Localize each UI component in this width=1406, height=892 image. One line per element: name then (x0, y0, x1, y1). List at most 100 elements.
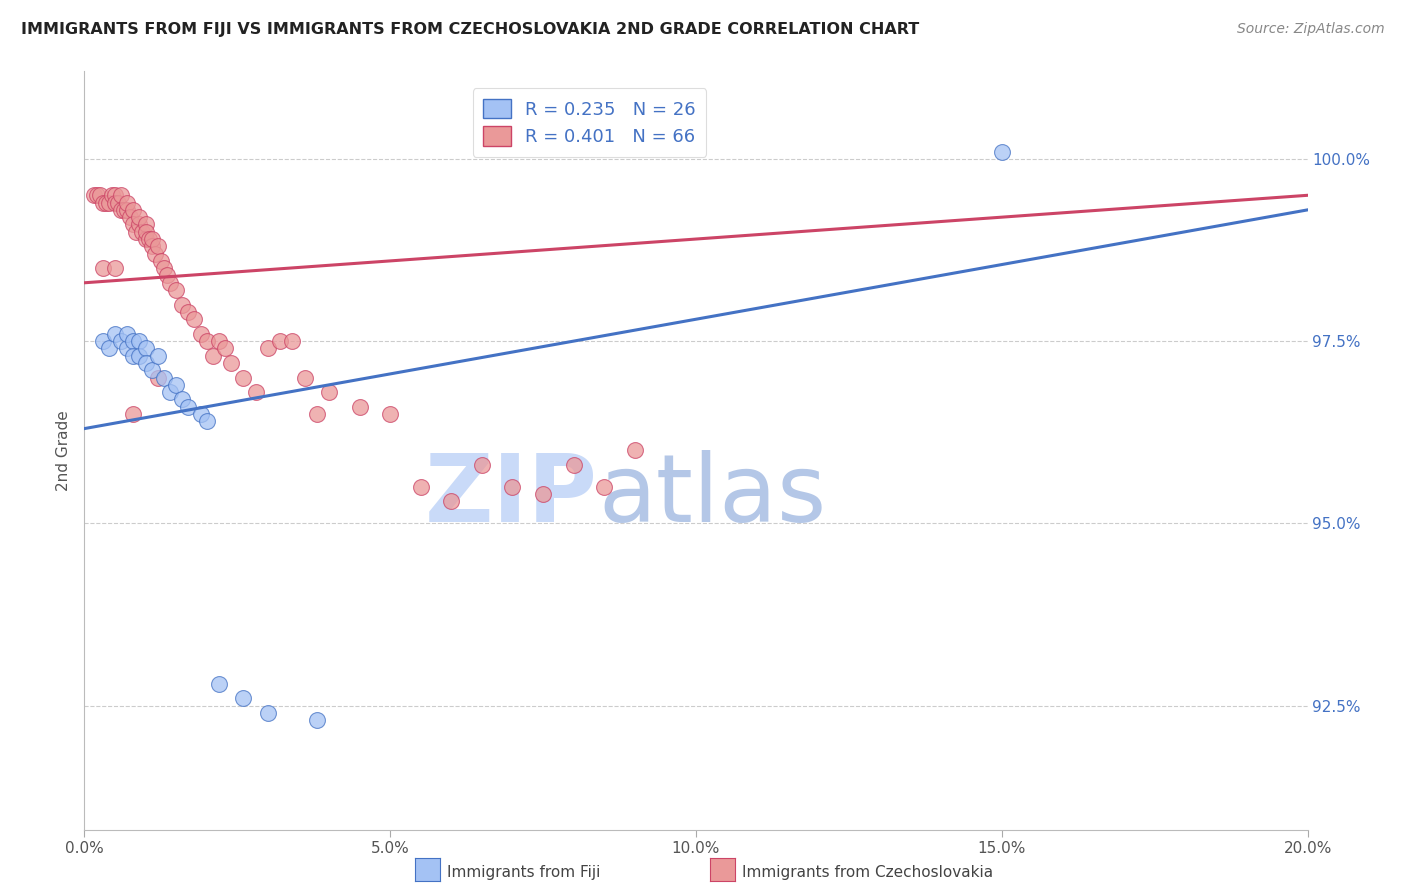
Point (208, 677, 231, 691)
Point (257, 706, 280, 720)
Point (195, 334, 218, 348)
Point (232, 370, 254, 384)
Point (141, 239, 163, 253)
Point (165, 377, 187, 392)
Point (177, 305, 200, 319)
Point (159, 385, 181, 400)
Point (201, 349, 224, 363)
Y-axis label: 2nd Grade: 2nd Grade (56, 410, 72, 491)
Text: Immigrants from Fiji: Immigrants from Fiji (447, 865, 600, 880)
Point (101, 188, 124, 202)
Point (146, 349, 169, 363)
Point (104, 195, 127, 210)
Point (380, 407, 402, 421)
Point (107, 195, 129, 210)
Point (146, 370, 169, 384)
Point (141, 363, 163, 377)
Point (110, 202, 132, 217)
Point (153, 370, 176, 384)
Point (440, 494, 463, 508)
Point (97, 342, 120, 356)
Point (115, 342, 138, 356)
Point (112, 202, 135, 217)
Point (135, 218, 157, 232)
Point (208, 334, 231, 348)
Point (531, 487, 554, 501)
Point (104, 326, 127, 341)
Point (195, 414, 218, 428)
Point (562, 458, 585, 472)
Point (135, 342, 157, 356)
Point (110, 334, 132, 348)
Point (141, 232, 163, 246)
Point (232, 691, 254, 706)
Point (135, 225, 157, 239)
Point (156, 268, 179, 283)
Point (349, 400, 371, 414)
Point (128, 210, 150, 224)
Point (115, 326, 138, 341)
Point (104, 261, 127, 276)
Point (269, 334, 291, 348)
Point (143, 246, 166, 260)
Point (153, 261, 176, 276)
Text: atlas: atlas (598, 450, 827, 542)
Point (131, 225, 153, 239)
Point (122, 349, 145, 363)
Point (91, 261, 114, 276)
Text: IMMIGRANTS FROM FIJI VS IMMIGRANTS FROM CZECHOSLOVAKIA 2ND GRADE CORRELATION CHA: IMMIGRANTS FROM FIJI VS IMMIGRANTS FROM … (21, 22, 920, 37)
Point (91, 334, 114, 348)
Point (122, 218, 145, 232)
Point (135, 356, 157, 370)
Point (146, 239, 169, 253)
Point (128, 334, 150, 348)
Point (214, 342, 236, 356)
Point (135, 232, 157, 246)
Point (471, 458, 494, 472)
Text: ZIP: ZIP (425, 450, 598, 542)
Point (991, 145, 1014, 159)
Point (245, 385, 267, 400)
Text: Immigrants from Czechoslovakia: Immigrants from Czechoslovakia (742, 865, 994, 880)
Point (172, 392, 194, 407)
Point (110, 188, 132, 202)
Point (122, 334, 145, 348)
Point (128, 349, 150, 363)
Point (104, 188, 127, 202)
Point (122, 202, 145, 217)
Point (125, 225, 148, 239)
Point (120, 210, 142, 224)
Point (128, 218, 150, 232)
Point (172, 298, 194, 312)
Point (115, 202, 138, 217)
Point (149, 254, 172, 268)
Point (190, 326, 212, 341)
Point (294, 370, 316, 384)
Point (318, 385, 340, 400)
Point (624, 443, 647, 458)
Point (177, 400, 200, 414)
Point (159, 276, 181, 290)
Point (165, 283, 187, 297)
Point (97, 195, 120, 210)
Point (138, 232, 160, 246)
Point (122, 407, 145, 421)
Point (94, 195, 117, 210)
Point (305, 407, 328, 421)
Point (190, 407, 212, 421)
Point (86, 188, 108, 202)
Point (89, 188, 111, 202)
Point (219, 356, 242, 370)
Point (593, 480, 616, 494)
Point (257, 342, 280, 356)
Point (502, 480, 524, 494)
Point (183, 312, 205, 326)
Legend: R = 0.235   N = 26, R = 0.401   N = 66: R = 0.235 N = 26, R = 0.401 N = 66 (472, 88, 706, 157)
Text: Source: ZipAtlas.com: Source: ZipAtlas.com (1237, 22, 1385, 37)
Point (409, 480, 432, 494)
Point (281, 334, 304, 348)
Point (115, 195, 138, 210)
Point (83, 188, 105, 202)
Point (91, 195, 114, 210)
Point (305, 713, 328, 727)
